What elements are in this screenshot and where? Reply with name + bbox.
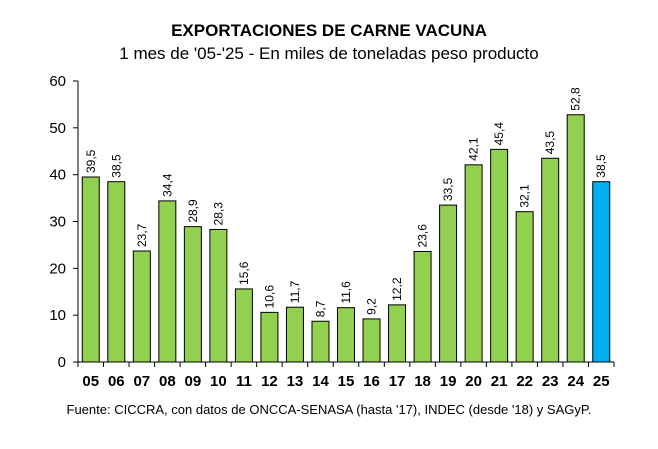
- data-label: 28,9: [186, 199, 200, 223]
- bar: [439, 204, 458, 363]
- y-tick-label: 30: [49, 214, 66, 231]
- bar: [337, 307, 355, 363]
- x-tick-label: 19: [440, 373, 457, 390]
- x-tick-label: 23: [542, 373, 559, 390]
- data-label: 15,6: [237, 261, 251, 285]
- data-label: 33,5: [441, 177, 455, 201]
- bar: [234, 288, 253, 363]
- data-label: 11,6: [339, 281, 353, 304]
- data-label: 23,7: [135, 223, 149, 247]
- bar: [541, 157, 560, 363]
- data-label: 45,4: [492, 122, 506, 146]
- bar: [566, 114, 585, 363]
- bar: [81, 176, 100, 363]
- data-label: 8,7: [313, 300, 327, 317]
- bar: [592, 181, 611, 363]
- x-tick-label: 12: [261, 373, 278, 390]
- x-tick-label: 13: [287, 373, 304, 390]
- data-label: 42,1: [467, 137, 481, 161]
- y-tick-label: 60: [49, 73, 66, 90]
- x-tick-label: 05: [82, 373, 99, 390]
- bar: [107, 181, 126, 363]
- x-tick-label: 14: [312, 373, 329, 390]
- bar: [183, 226, 202, 363]
- y-tick-label: 40: [49, 167, 66, 184]
- data-label: 10,6: [262, 285, 276, 309]
- x-tick-label: 22: [516, 373, 533, 390]
- bar: [209, 228, 228, 363]
- x-tick-label: 21: [491, 373, 508, 390]
- x-tick-label: 16: [363, 373, 380, 390]
- y-tick-label: 10: [49, 307, 66, 324]
- y-tick-label: 20: [49, 260, 66, 277]
- bar: [490, 148, 509, 363]
- bar: [285, 306, 304, 363]
- x-tick-label: 25: [593, 373, 610, 390]
- x-tick-label: 24: [567, 373, 584, 390]
- data-label: 23,6: [416, 224, 430, 248]
- x-tick-label: 10: [210, 373, 227, 390]
- data-label: 28,3: [211, 202, 225, 226]
- x-tick-label: 11: [236, 373, 252, 390]
- data-label: 11,7: [288, 280, 302, 303]
- x-tick-label: 20: [465, 373, 482, 390]
- data-label: 12,2: [390, 277, 404, 301]
- x-tick-label: 17: [389, 373, 406, 390]
- x-tick-label: 07: [133, 373, 150, 390]
- data-label: 34,4: [160, 173, 174, 197]
- bar: [464, 164, 483, 363]
- bar: [158, 200, 177, 363]
- y-tick-label: 0: [58, 354, 66, 371]
- x-tick-label: 18: [414, 373, 431, 390]
- x-tick-label: 08: [159, 373, 176, 390]
- x-tick-label: 06: [108, 373, 125, 390]
- data-label: 38,5: [594, 154, 608, 178]
- chart-source: Fuente: CICCRA, con datos de ONCCA-SENAS…: [66, 402, 592, 417]
- bar: [260, 311, 279, 363]
- bar: [388, 304, 407, 363]
- y-tick-label: 50: [49, 120, 66, 137]
- bar: [413, 250, 432, 363]
- x-tick-label: 09: [185, 373, 202, 390]
- chart-subtitle: 1 mes de '05-'25 - En miles de toneladas…: [119, 44, 539, 63]
- bar: [311, 320, 330, 363]
- data-label: 52,8: [569, 87, 583, 111]
- data-label: 39,5: [84, 149, 98, 173]
- x-tick-label: 15: [338, 373, 355, 390]
- bar: [132, 250, 151, 363]
- data-label: 38,5: [109, 154, 123, 178]
- bar: [362, 318, 381, 363]
- data-label: 43,5: [543, 131, 557, 155]
- bar: [515, 211, 534, 363]
- chart-title: EXPORTACIONES DE CARNE VACUNA: [171, 21, 487, 40]
- data-label: 32,1: [518, 184, 532, 208]
- data-label: 9,2: [365, 298, 379, 315]
